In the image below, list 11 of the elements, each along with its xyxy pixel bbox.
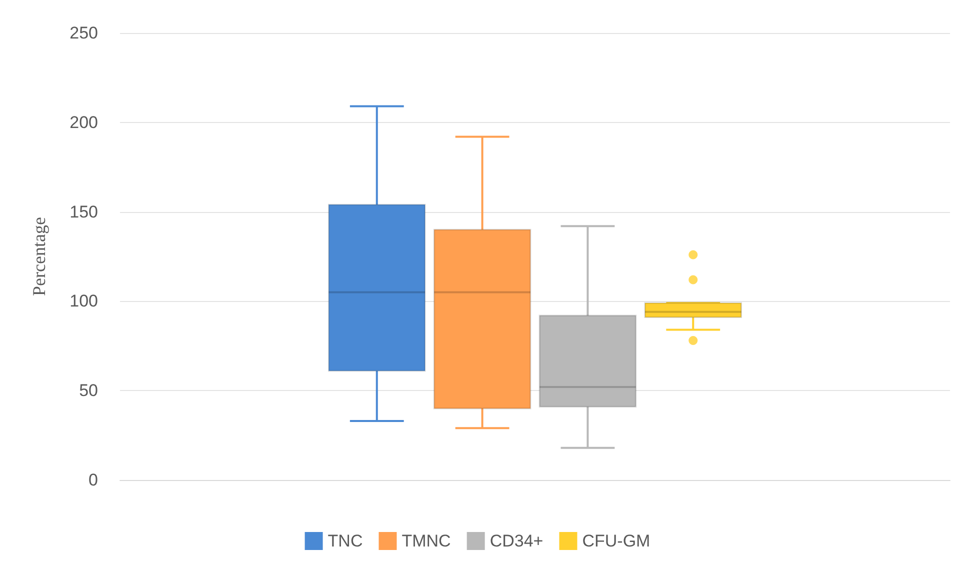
- y-tick-label: 150: [70, 202, 98, 222]
- y-tick-label: 50: [79, 381, 98, 400]
- legend-label: CFU-GM: [582, 532, 650, 550]
- legend-label: TNC: [328, 532, 363, 550]
- legend-label: CD34+: [490, 532, 544, 550]
- y-tick-label: 250: [70, 24, 98, 42]
- y-tick-label: 200: [70, 112, 98, 132]
- y-tick-label: 100: [70, 292, 98, 311]
- y-axis-title: Percentage: [29, 217, 49, 296]
- y-tick-label: 0: [88, 470, 98, 490]
- legend-label: TMNC: [402, 532, 451, 550]
